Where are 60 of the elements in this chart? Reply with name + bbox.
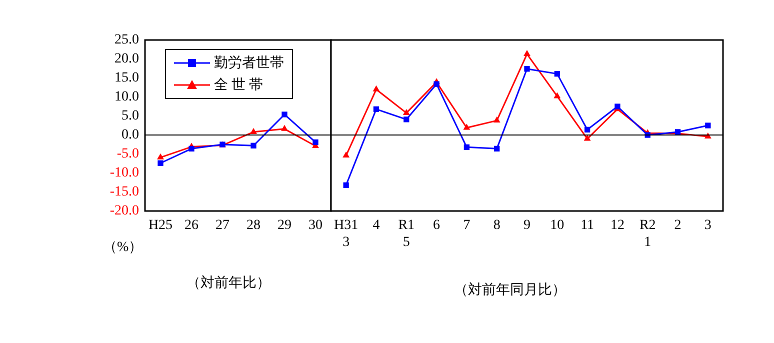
point [584,126,590,133]
x-tick-label: R2 1 [639,218,656,250]
x-tick-label: 28 [246,218,260,234]
x-tick-label: 11 [580,218,594,234]
point [493,116,500,123]
y-axis-title: （%） [103,239,143,256]
y-tick-label: 10.0 [114,90,139,105]
x-tick-label: H25 [148,218,173,234]
x-tick-label: 6 [433,218,440,234]
x-tick-label: 26 [184,218,198,234]
y-tick-label: -15.0 [110,184,139,200]
x-tick-label: 10 [550,218,564,234]
x-tick-label: 9 [524,218,530,234]
point [554,70,560,77]
point [554,92,561,98]
legend-label: 全 世 帯 [214,76,263,94]
x-tick-label: 3 [704,218,712,234]
y-tick-label: 20.0 [114,52,139,67]
text: （対前年同月比） [454,281,566,299]
point [250,128,257,134]
y-tick-label: 25.0 [114,32,139,48]
legend-label: 勤労者世帯 [214,54,284,72]
point [157,153,164,160]
point [404,116,410,122]
point [343,182,349,188]
x-tick-label: 30 [308,218,322,234]
x-tick-label: 2 [674,218,682,234]
point [373,106,380,112]
y-tick-label: -20.0 [110,204,139,219]
x-tick-label: 7 [463,218,470,234]
point [372,85,380,92]
point [250,142,256,148]
x-tick-label: 12 [610,218,624,234]
point [158,160,164,166]
point [463,124,470,130]
y-tick-label: 5.0 [122,108,139,124]
point [705,122,711,128]
x-tick-label: 4 [372,218,380,234]
point [434,81,440,87]
point [282,112,288,118]
y-tick-label: 15.0 [114,70,139,86]
x-tick-label: H31 3 [334,218,358,250]
point [281,124,288,131]
point [524,66,530,72]
point [524,50,530,56]
point [402,108,410,115]
x-tick-label: 8 [493,218,500,234]
point [494,146,500,152]
point [342,152,350,158]
point [312,139,318,146]
y-tick-label: -10.0 [110,166,139,181]
y-tick-label: -5.0 [116,146,139,162]
point [188,146,194,152]
x-tick-label: 27 [216,218,230,234]
x-tick-label: 29 [278,218,292,234]
text: （対前年比） [186,274,270,292]
point [584,134,591,141]
x-tick-label: R1 5 [398,218,415,250]
y-tick-label: 0.0 [122,128,139,143]
point [464,144,470,150]
